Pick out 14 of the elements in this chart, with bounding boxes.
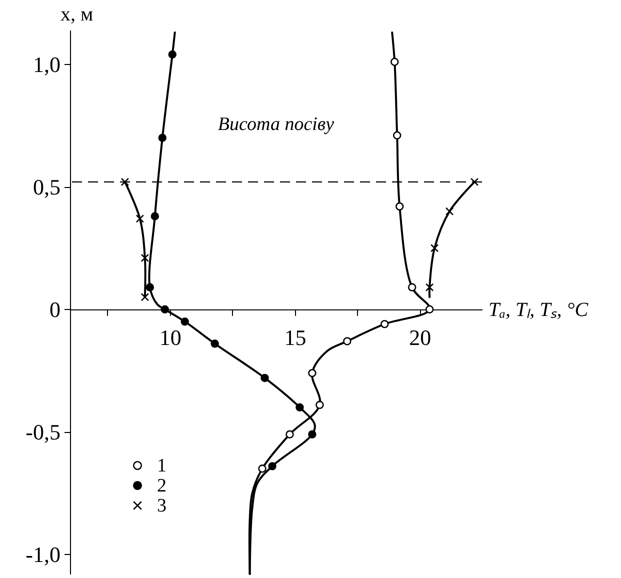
x-tick-label: 15 — [284, 324, 306, 350]
y-tick-label: 1,0 — [33, 52, 60, 77]
y-axis-title: x, м — [60, 4, 94, 26]
ref-line-label: Висота посіву — [218, 114, 335, 135]
x-tick-label: 20 — [409, 324, 432, 350]
legend-label: 2 — [157, 476, 166, 496]
y-tick-label: -1,0 — [26, 542, 60, 567]
y-tick-label: -0,5 — [26, 419, 60, 444]
y-tick-label: 0,5 — [33, 174, 60, 200]
legend-label: 1 — [157, 456, 166, 476]
x-tick-label: 10 — [159, 324, 182, 350]
legend-label: 3 — [157, 496, 166, 516]
x-axis-title: Tₐ, Tₗ, Tₛ, °C — [488, 298, 589, 321]
y-tick-label: 0 — [50, 296, 60, 322]
